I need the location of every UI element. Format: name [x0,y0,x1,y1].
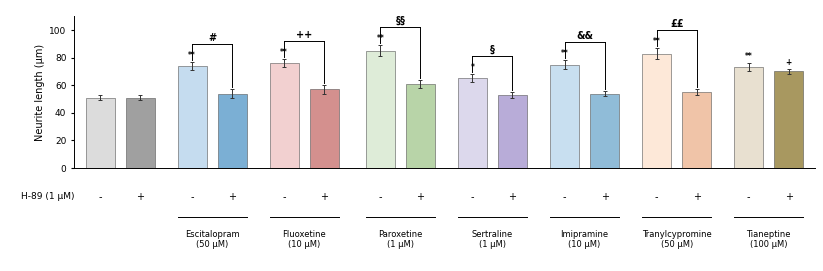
Text: +: + [601,192,608,202]
Text: §: § [490,45,495,55]
Bar [458,78,487,168]
Text: H-89 (1 μM): H-89 (1 μM) [21,192,80,201]
Bar [366,51,395,168]
Bar [734,67,763,168]
Text: §§: §§ [395,16,406,26]
Text: -: - [98,192,102,202]
Bar [406,84,435,168]
Text: +: + [416,192,425,202]
Bar [218,93,247,168]
Text: -: - [282,192,286,202]
Y-axis label: Neurite length (μm): Neurite length (μm) [35,44,45,141]
Text: Tianeptine
(100 μM): Tianeptine (100 μM) [746,230,791,249]
Text: **: ** [653,37,661,46]
Text: &&: && [576,31,593,41]
Text: +: + [228,192,236,202]
Text: -: - [655,192,658,202]
Text: -: - [563,192,566,202]
Text: **: ** [188,51,196,60]
Text: +: + [785,192,793,202]
Bar [642,53,671,168]
Text: **: ** [745,52,752,61]
Text: Paroxetine
(1 μM): Paroxetine (1 μM) [379,230,422,249]
Text: +: + [693,192,700,202]
Bar [498,95,527,168]
Text: Escitalopram
(50 μM): Escitalopram (50 μM) [185,230,239,249]
Text: ££: ££ [670,19,683,29]
Text: **: ** [560,49,569,58]
Bar [126,98,155,168]
Text: -: - [379,192,382,202]
Text: Fluoxetine
(10 μM): Fluoxetine (10 μM) [282,230,326,249]
Text: **: ** [281,48,288,57]
Text: -: - [747,192,751,202]
Bar [774,72,803,168]
Text: Tranylcypromine
(50 μM): Tranylcypromine (50 μM) [642,230,712,249]
Text: ++: ++ [296,30,313,40]
Text: *: * [471,63,474,72]
Bar [310,89,339,168]
Text: -: - [471,192,474,202]
Text: +: + [136,192,144,202]
Bar [550,64,579,168]
Text: Imipramine
(10 μM): Imipramine (10 μM) [560,230,609,249]
Bar [590,93,619,168]
Text: +: + [509,192,517,202]
Text: **: ** [376,34,384,43]
Bar [178,66,207,168]
Text: -: - [190,192,194,202]
Bar [682,92,711,168]
Text: +: + [786,58,792,67]
Bar [86,98,114,168]
Text: Sertraline
(1 μM): Sertraline (1 μM) [472,230,513,249]
Bar [270,63,299,168]
Text: #: # [208,33,216,43]
Text: +: + [320,192,328,202]
